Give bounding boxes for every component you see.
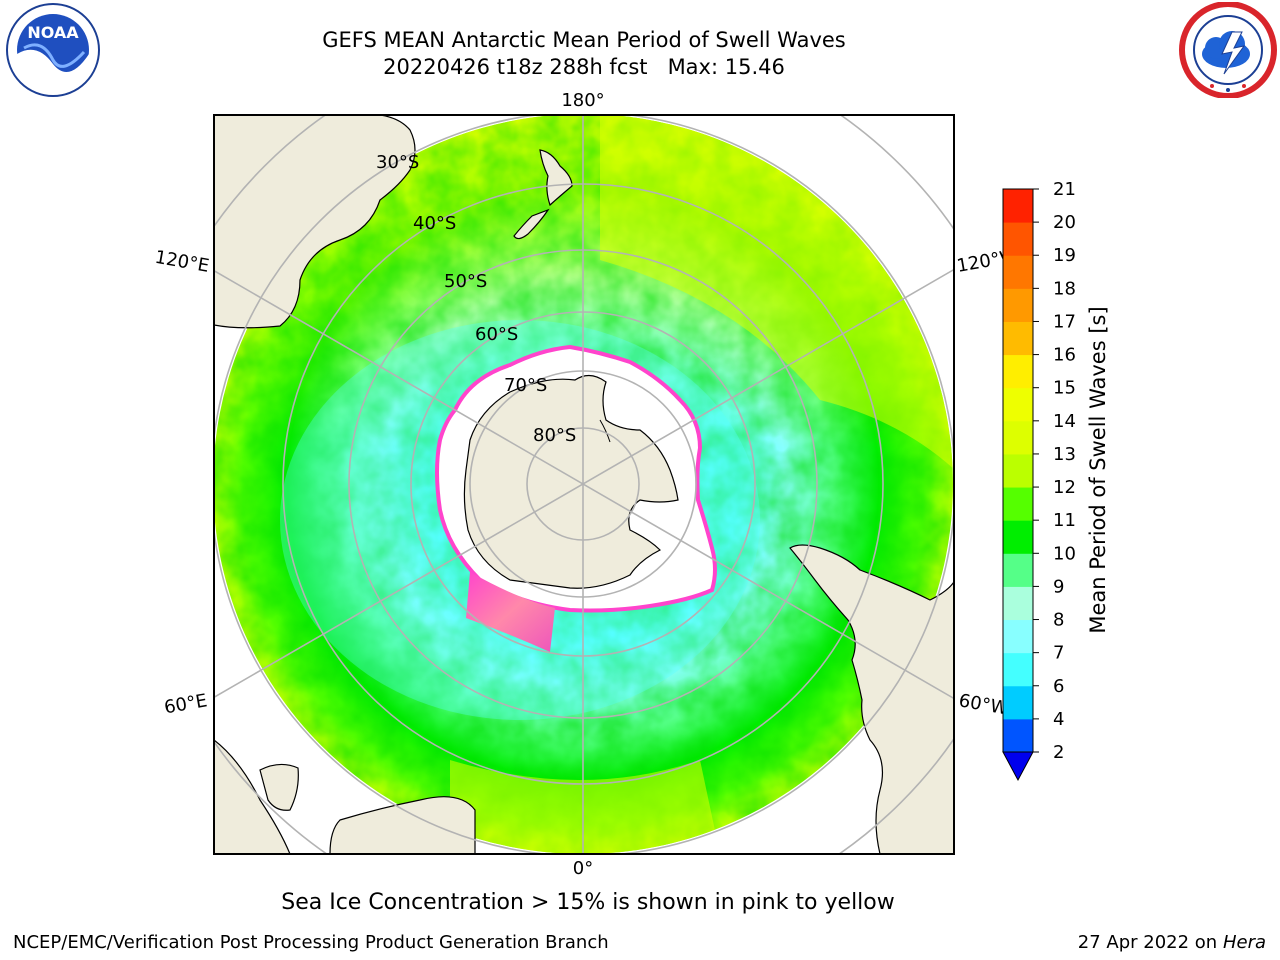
colorbar-tick-label: 17 <box>1053 311 1076 332</box>
colorbar-swatch <box>1003 354 1033 389</box>
colorbar-under-triangle <box>1002 751 1034 782</box>
footer-host: Hera <box>1222 932 1266 953</box>
colorbar-swatch <box>1003 288 1033 322</box>
colorbar-tick-label: 8 <box>1053 610 1064 631</box>
map-frame <box>213 114 955 855</box>
colorbar-swatch <box>1003 652 1033 687</box>
chart-subtitle: 20220426 t18z 288h fcst Max: 15.46 <box>383 55 785 79</box>
colorbar-tick-label: 19 <box>1053 245 1076 266</box>
lon-label-60w: 60°W <box>957 690 1010 719</box>
colorbar-tick-label: 21 <box>1053 179 1076 200</box>
colorbar-label: Mean Period of Swell Waves [s] <box>1086 306 1110 634</box>
noaa-logo-text: NOAA <box>27 23 79 42</box>
footer-date-text: 27 Apr 2022 on <box>1077 932 1223 953</box>
colorbar-tick-label: 18 <box>1053 278 1076 299</box>
colorbar-swatch <box>1003 487 1033 521</box>
colorbar-swatch <box>1003 718 1033 753</box>
colorbar-tick-label: 4 <box>1053 709 1064 730</box>
colorbar-swatch <box>1003 453 1033 488</box>
colorbar-tick-label: 13 <box>1053 444 1076 465</box>
lat-label-30s: 30°S <box>376 152 419 173</box>
lat-label-70s: 70°S <box>504 375 547 396</box>
nws-logo-icon <box>1179 2 1277 98</box>
lat-label-40s: 40°S <box>413 213 456 234</box>
colorbar-tick-label: 16 <box>1053 345 1076 366</box>
colorbar-tick-label: 14 <box>1053 411 1076 432</box>
chart-title: GEFS MEAN Antarctic Mean Period of Swell… <box>322 28 846 52</box>
colorbar-tick-label: 11 <box>1053 510 1076 531</box>
colorbar-tick-label: 20 <box>1053 212 1076 233</box>
sea-ice-patch <box>466 572 555 652</box>
colorbar-swatch <box>1003 387 1033 422</box>
footer-date: 27 Apr 2022 on Hera <box>1078 932 1266 953</box>
antarctica <box>463 374 679 589</box>
colorbar-swatch <box>1003 520 1033 554</box>
colorbar-swatch <box>1003 222 1033 256</box>
lat-label-80s: 80°S <box>533 425 576 446</box>
colorbar-swatch <box>1003 255 1033 289</box>
colorbar: 2 4 6 7 8 9 10 11 12 13 14 15 16 17 18 19 20 21 <box>1002 179 1076 782</box>
lon-label-60e: 60°E <box>163 690 209 718</box>
colorbar-tick-label: 9 <box>1053 576 1064 597</box>
colorbar-tick-label: 2 <box>1053 742 1064 763</box>
colorbar-swatch <box>1003 189 1033 223</box>
colorbar-tick-label: 7 <box>1053 643 1064 664</box>
colorbar-swatch <box>1003 321 1033 356</box>
colorbar-swatch <box>1003 420 1033 455</box>
continents <box>214 115 954 854</box>
lon-label-0: 0° <box>573 858 593 879</box>
lon-label-120e: 120°E <box>153 247 211 277</box>
sea-ice-note: Sea Ice Concentration > 15% is shown in … <box>281 890 895 915</box>
colorbar-swatch <box>1003 553 1033 587</box>
footer-credit: NCEP/EMC/Verification Post Processing Pr… <box>13 932 609 953</box>
colorbar-swatch <box>1003 619 1033 654</box>
noaa-logo-icon: NOAA <box>6 3 100 97</box>
colorbar-tick-label: 6 <box>1053 676 1064 697</box>
graticule <box>214 115 954 854</box>
colorbar-swatch <box>1003 586 1033 621</box>
colorbar-tick-label: 12 <box>1053 477 1076 498</box>
colorbar-swatch <box>1003 685 1033 720</box>
colorbar-tick-label: 15 <box>1053 378 1076 399</box>
lat-label-60s: 60°S <box>475 324 518 345</box>
colorbar-tick-label: 10 <box>1053 543 1076 564</box>
lon-label-180: 180° <box>561 90 604 111</box>
colorbar-border <box>1002 188 1034 753</box>
lat-label-50s: 50°S <box>444 271 487 292</box>
